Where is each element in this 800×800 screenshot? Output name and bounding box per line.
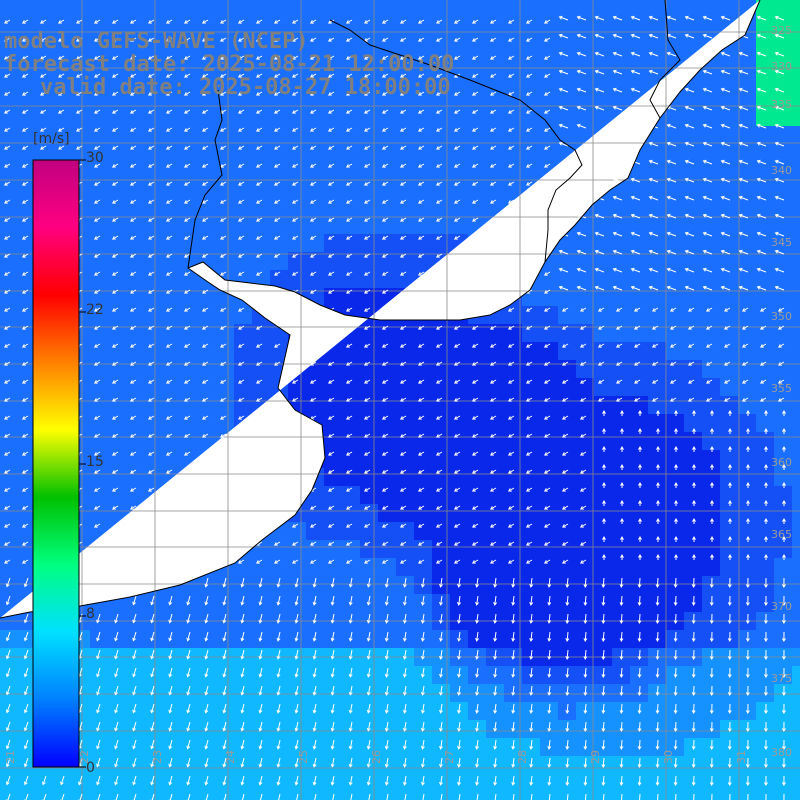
grid-label-lon: 26 <box>370 750 383 764</box>
grid-label-lat: 360 <box>771 456 792 469</box>
grid-label-lat: 370 <box>771 600 792 613</box>
colorbar-tick-label: 15 <box>86 454 104 470</box>
grid-label-lon: 22 <box>78 750 91 764</box>
grid-label-lat: 335 <box>771 98 792 111</box>
grid-label-lon: 24 <box>224 750 237 764</box>
valid-date: valid date: 2025-08-27 18:00:00 <box>40 75 451 100</box>
grid-label-lat: 325 <box>771 24 792 37</box>
grid-label-lat: 350 <box>771 310 792 323</box>
land-area <box>0 0 760 618</box>
grid-label-lat: 355 <box>771 382 792 395</box>
grid-label-lon: 31 <box>735 750 748 764</box>
grid-label-lat: 345 <box>771 236 792 249</box>
grid-label-lat: 375 <box>771 672 792 685</box>
grid-label-lon: 21 <box>4 750 17 764</box>
grid-label-lat: 340 <box>771 164 792 177</box>
colorbar-tick-label: 22 <box>86 302 104 318</box>
grid-label-lon: 29 <box>589 750 602 764</box>
forecast-date: forecast date: 2025-08-21 12:00:00 <box>4 52 455 77</box>
colorbar-tick-label: 30 <box>86 150 104 166</box>
grid-label-lon: 23 <box>151 750 164 764</box>
grid-label-lat: 365 <box>771 528 792 541</box>
colorbar-tick-label: 8 <box>86 606 95 622</box>
wind-arrows <box>3 15 786 800</box>
colorbar-unit: [m/s] <box>33 131 70 147</box>
coastline <box>0 0 761 619</box>
grid-label-lat: 380 <box>771 746 792 759</box>
grid-label-lat: 330 <box>771 60 792 73</box>
colorbar-scale <box>32 159 80 768</box>
grid-label-lon: 25 <box>297 750 310 764</box>
grid-label-lon: 27 <box>443 750 456 764</box>
grid-labels: 325 330 335 340 345 350 355 360 365 370 375 380 21 22… <box>4 24 792 764</box>
model-title: modelo GEFS-WAVE (NCEP) <box>4 29 309 54</box>
colorbar-tick-label: 0 <box>86 760 95 776</box>
colorbar <box>32 159 86 768</box>
grid-label-lon: 30 <box>662 750 675 764</box>
grid-label-lon: 28 <box>516 750 529 764</box>
